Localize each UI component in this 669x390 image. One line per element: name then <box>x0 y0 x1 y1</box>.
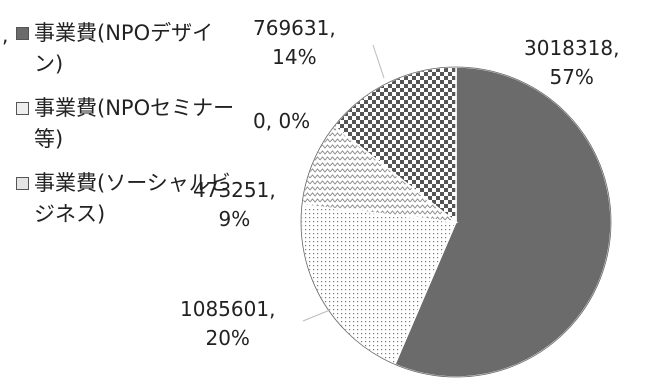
legend-label: 事業費(ソーシャルビジネス) <box>34 171 231 226</box>
legend-swatch-zigzag <box>16 177 29 190</box>
legend-label: 事業費(NPOデザイン) <box>34 21 214 76</box>
legend-item-npo-design: 事業費(NPOデザイン) <box>0 18 240 80</box>
leader-line-1 <box>302 309 331 322</box>
data-label-slice-4: 0, 0% <box>253 109 311 133</box>
legend-label: 事業費(NPOセミナー等) <box>34 96 235 151</box>
chart-legend: , 事業費(NPOデザイン) 事業費(NPOセミナー等) 事業費(ソーシャルビジ… <box>0 18 240 243</box>
pie-outline <box>300 66 612 378</box>
data-label-slice-2: 1085601, 20% <box>180 297 276 350</box>
leader-line-2 <box>372 44 385 79</box>
legend-item-social-business: 事業費(ソーシャルビジネス) <box>0 168 240 230</box>
data-label-slice-1: 3018318, 57% <box>524 36 620 89</box>
legend-swatch-solid <box>16 27 29 40</box>
legend-swatch-dots <box>16 102 29 115</box>
legend-item-npo-seminar: 事業費(NPOセミナー等) <box>0 93 240 155</box>
data-label-slice-3: 473251, 9% <box>193 178 276 231</box>
data-label-slice-5: 769631, 14% <box>253 16 336 69</box>
legend-leading-mark: , <box>2 23 9 47</box>
